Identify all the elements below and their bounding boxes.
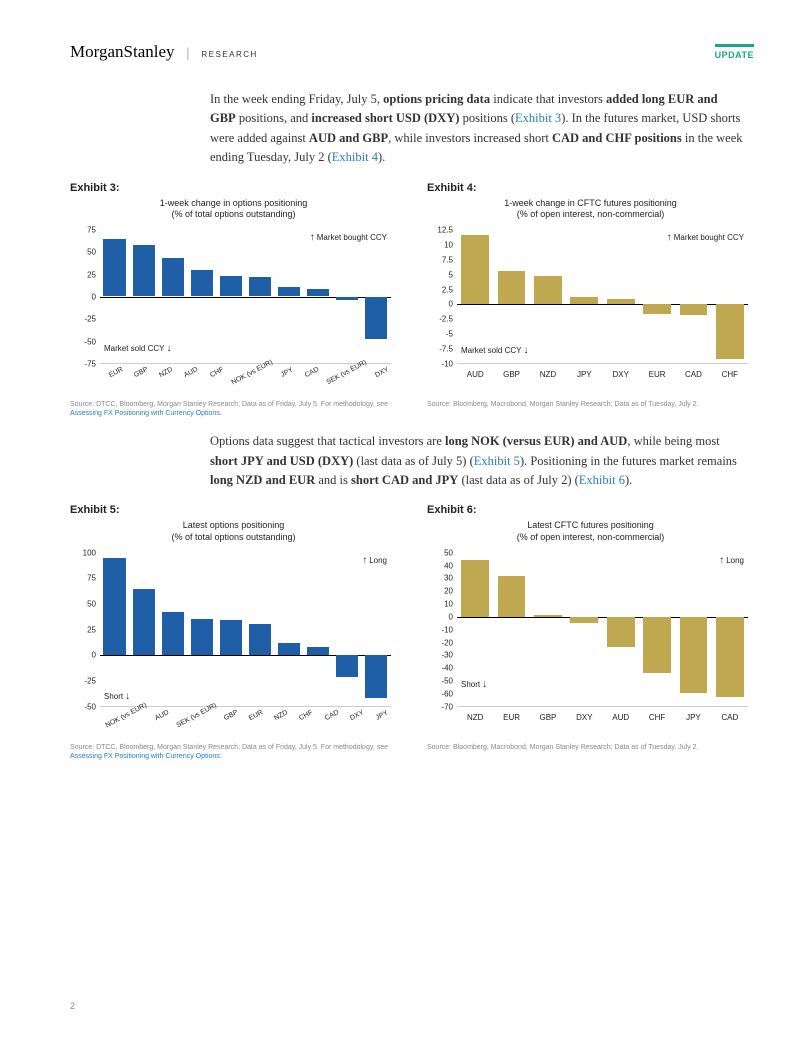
paragraph-2: Options data suggest that tactical inves… xyxy=(210,432,744,490)
exhibit-5-title: Latest options positioning (% of total o… xyxy=(70,520,397,543)
exhibit-6-title: Latest CFTC futures positioning (% of op… xyxy=(427,520,754,543)
exhibit-4-title: 1-week change in CFTC futures positionin… xyxy=(427,198,754,221)
exhibit-3: Exhibit 3: 1-week change in options posi… xyxy=(70,182,397,419)
link-exhibit-3[interactable]: Exhibit 3 xyxy=(515,111,561,125)
exhibit-3-source: Source: DTCC, Bloomberg, Morgan Stanley … xyxy=(70,400,397,418)
update-badge: UPDATE xyxy=(715,44,754,60)
exhibit-4-chart: -10-7.5-5-2.502.557.51012.5Market bought… xyxy=(427,226,754,396)
exhibits-row-1: Exhibit 3: 1-week change in options posi… xyxy=(70,182,754,419)
exhibit-3-label: Exhibit 3: xyxy=(70,182,397,194)
logo: MorganStanley xyxy=(70,42,175,62)
exhibit-4-label: Exhibit 4: xyxy=(427,182,754,194)
paragraph-1: In the week ending Friday, July 5, optio… xyxy=(210,90,744,168)
exhibit-6-chart: -70-60-50-40-30-20-1001020304050LongShor… xyxy=(427,549,754,739)
exhibits-row-2: Exhibit 5: Latest options positioning (%… xyxy=(70,504,754,761)
source-link[interactable]: Assessing FX Positioning with Currency O… xyxy=(70,753,222,760)
exhibit-5: Exhibit 5: Latest options positioning (%… xyxy=(70,504,397,761)
exhibit-6-source: Source: Bloomberg, Macrobond, Morgan Sta… xyxy=(427,743,754,752)
exhibit-5-chart: -50-250255075100LongShortNOK (vs EUR)AUD… xyxy=(70,549,397,739)
brand-block: MorganStanley | RESEARCH xyxy=(70,42,258,62)
page-number: 2 xyxy=(70,1001,75,1011)
logo-word-2: Stanley xyxy=(124,42,175,61)
exhibit-5-source: Source: DTCC, Bloomberg, Morgan Stanley … xyxy=(70,743,397,761)
exhibit-4: Exhibit 4: 1-week change in CFTC futures… xyxy=(427,182,754,419)
exhibit-5-label: Exhibit 5: xyxy=(70,504,397,516)
exhibit-4-source: Source: Bloomberg, Macrobond, Morgan Sta… xyxy=(427,400,754,409)
link-exhibit-4[interactable]: Exhibit 4 xyxy=(332,150,378,164)
exhibit-6-label: Exhibit 6: xyxy=(427,504,754,516)
exhibit-3-title: 1-week change in options positioning (% … xyxy=(70,198,397,221)
link-exhibit-6[interactable]: Exhibit 6 xyxy=(579,473,625,487)
exhibit-6: Exhibit 6: Latest CFTC futures positioni… xyxy=(427,504,754,761)
exhibit-3-chart: -75-50-250255075Market bought CCYMarket … xyxy=(70,226,397,396)
link-exhibit-5[interactable]: Exhibit 5 xyxy=(474,454,520,468)
divider: | xyxy=(187,46,190,62)
source-link[interactable]: Assessing FX Positioning with Currency O… xyxy=(70,410,222,417)
page-header: MorganStanley | RESEARCH UPDATE xyxy=(70,42,754,62)
research-label: RESEARCH xyxy=(201,50,257,59)
logo-word-1: Morgan xyxy=(70,42,124,61)
